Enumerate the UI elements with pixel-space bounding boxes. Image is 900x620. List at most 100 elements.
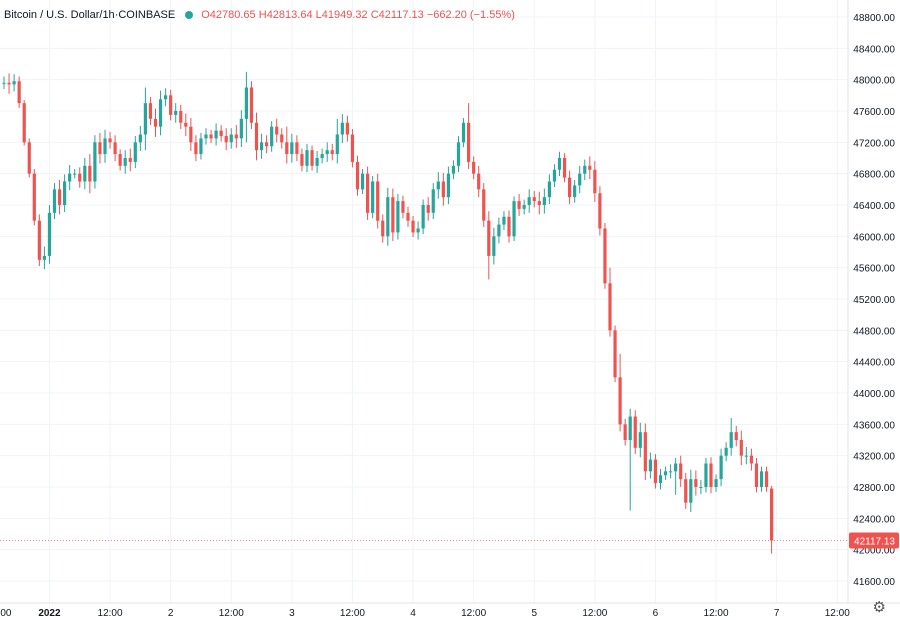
- candle: [184, 113, 188, 137]
- candle-body: [335, 134, 339, 155]
- legend-high: 42813.64: [266, 9, 313, 21]
- candle-body: [355, 161, 360, 190]
- candle: [68, 165, 72, 191]
- candle: [315, 150, 319, 173]
- candle: [42, 246, 46, 270]
- candle-body: [487, 220, 491, 256]
- candle: [618, 353, 622, 432]
- time-axis[interactable]: 12:00 2022 12:00 2 12:00 3 12:00 4 12:00 5 12:00 6 1…: [0, 602, 900, 619]
- candle-body: [376, 181, 380, 221]
- candle: [371, 176, 375, 219]
- candle: [360, 168, 365, 195]
- candle: [366, 166, 370, 220]
- candle: [396, 194, 400, 240]
- candle: [113, 135, 117, 162]
- candle: [714, 474, 718, 492]
- candle-body: [128, 158, 132, 162]
- candle-body: [744, 455, 748, 457]
- candle: [729, 418, 733, 456]
- candle-body: [325, 150, 329, 155]
- candle-body: [704, 463, 708, 487]
- candle: [83, 158, 87, 190]
- price-tick-label: 42800.00: [853, 483, 895, 494]
- price-tick-label: 47600.00: [853, 107, 895, 118]
- candle: [7, 73, 11, 94]
- price-tick-label: 44000.00: [853, 389, 895, 400]
- candle: [502, 211, 506, 231]
- candle-body: [734, 432, 738, 440]
- candle: [467, 103, 471, 169]
- time-tick-label: 2022: [38, 608, 61, 619]
- candle: [436, 172, 440, 199]
- candle-body: [709, 463, 713, 487]
- candle-body: [179, 111, 183, 123]
- candle: [759, 466, 764, 492]
- candle-body: [63, 181, 67, 205]
- candle: [345, 115, 349, 142]
- candle-body: [32, 173, 36, 221]
- candle: [305, 143, 309, 173]
- price-tick-label: 46800.00: [853, 170, 895, 181]
- candle: [239, 110, 243, 148]
- time-tick-label: 12:00: [219, 608, 244, 619]
- candle-body: [699, 487, 703, 488]
- candle-body: [73, 173, 77, 175]
- candle: [719, 448, 723, 487]
- candle-body: [472, 161, 476, 174]
- candle-body: [527, 197, 531, 205]
- candle: [557, 151, 562, 177]
- candle-body: [628, 416, 632, 440]
- candle: [204, 128, 208, 145]
- candle-body: [729, 432, 733, 448]
- candle-body: [249, 87, 254, 123]
- time-tick-label: 6: [653, 608, 659, 619]
- candle-body: [719, 455, 723, 480]
- candle: [724, 442, 728, 462]
- candle-body: [431, 189, 435, 213]
- candle: [27, 138, 31, 178]
- candle: [653, 454, 658, 489]
- legend-open: 42780.65: [209, 9, 256, 21]
- candle-body: [770, 488, 774, 541]
- candle-body: [224, 136, 228, 143]
- candle-body: [133, 142, 137, 162]
- candle: [477, 165, 481, 198]
- candles: [2, 71, 774, 554]
- time-tick-label: 12:00: [340, 608, 365, 619]
- price-tick-label: 45200.00: [853, 295, 895, 306]
- candle-body: [461, 122, 466, 143]
- candle: [133, 136, 137, 169]
- candle: [633, 410, 637, 455]
- candle: [552, 164, 557, 187]
- candle: [376, 173, 380, 229]
- candle: [355, 155, 360, 196]
- candle: [169, 89, 173, 121]
- price-tick-label: 43200.00: [853, 452, 895, 463]
- candle: [461, 118, 466, 148]
- time-tick-label: 12:00: [98, 608, 123, 619]
- candle: [118, 149, 122, 171]
- candle: [663, 466, 668, 480]
- candle-body: [754, 463, 759, 487]
- candle-body: [578, 173, 582, 186]
- candle: [386, 187, 390, 246]
- gear-icon[interactable]: ⚙: [872, 599, 886, 616]
- candle: [189, 118, 193, 151]
- candle-body: [648, 459, 652, 472]
- candle-body: [78, 173, 82, 182]
- candle-body: [229, 134, 233, 143]
- candle: [88, 154, 92, 194]
- candle: [441, 172, 445, 206]
- candle: [628, 408, 632, 511]
- candle-body: [613, 330, 617, 378]
- price-axis[interactable]: 41600.00 42000.00 42400.00 42800.00 43200.00…: [847, 0, 900, 620]
- candle-body: [98, 142, 102, 155]
- candle-body: [42, 255, 46, 260]
- candle: [684, 472, 688, 509]
- candle-body: [552, 169, 557, 182]
- candle-body: [330, 150, 334, 155]
- candle-body: [684, 479, 688, 503]
- candle-body: [83, 165, 87, 182]
- candle: [431, 183, 435, 220]
